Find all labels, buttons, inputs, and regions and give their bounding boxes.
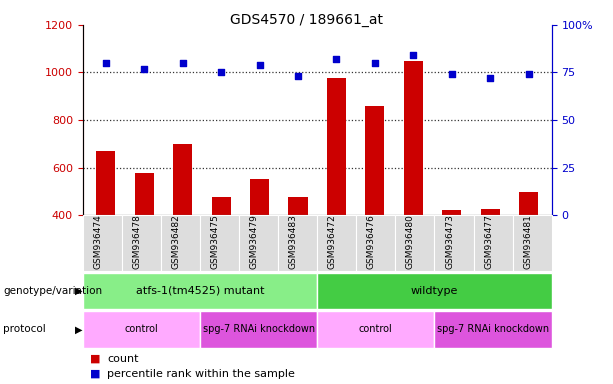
Bar	[519, 192, 538, 215]
Text: GSM936477: GSM936477	[484, 214, 493, 269]
Point	[447, 71, 457, 78]
Point	[408, 52, 418, 58]
Text: GSM936473: GSM936473	[445, 214, 454, 269]
Text: atfs-1(tm4525) mutant: atfs-1(tm4525) mutant	[135, 286, 264, 296]
Text: spg-7 RNAi knockdown: spg-7 RNAi knockdown	[437, 324, 549, 334]
Bar	[96, 151, 115, 215]
Text: GSM936482: GSM936482	[172, 214, 180, 269]
Bar	[288, 197, 308, 215]
Bar	[173, 144, 192, 215]
Point	[178, 60, 188, 66]
Text: percentile rank within the sample: percentile rank within the sample	[107, 369, 295, 379]
Text: spg-7 RNAi knockdown: spg-7 RNAi knockdown	[202, 324, 314, 334]
Bar	[250, 179, 269, 215]
Bar	[481, 209, 500, 215]
Point	[485, 75, 495, 81]
Text: GSM936476: GSM936476	[367, 214, 376, 269]
Point	[370, 60, 380, 66]
Text: ▶: ▶	[75, 324, 82, 334]
Text: GSM936479: GSM936479	[249, 214, 259, 269]
Text: GSM936483: GSM936483	[289, 214, 298, 269]
Text: control: control	[124, 324, 158, 334]
Text: GSM936474: GSM936474	[93, 214, 102, 269]
Text: GSM936472: GSM936472	[328, 214, 337, 269]
Text: wildtype: wildtype	[411, 286, 458, 296]
Text: count: count	[107, 354, 139, 364]
Text: GSM936478: GSM936478	[132, 214, 142, 269]
Point	[216, 70, 226, 76]
Text: ▶: ▶	[75, 286, 82, 296]
Text: GSM936481: GSM936481	[523, 214, 532, 269]
Point	[524, 71, 533, 78]
Point	[254, 62, 264, 68]
Text: ■: ■	[89, 354, 101, 364]
Text: GSM936475: GSM936475	[210, 214, 219, 269]
Point	[139, 66, 149, 72]
Text: ■: ■	[89, 369, 101, 379]
Text: GDS4570 / 189661_at: GDS4570 / 189661_at	[230, 13, 383, 27]
Bar	[442, 210, 462, 215]
Bar	[365, 106, 384, 215]
Text: control: control	[359, 324, 393, 334]
Bar	[135, 174, 154, 215]
Point	[293, 73, 303, 79]
Text: genotype/variation: genotype/variation	[3, 286, 102, 296]
Bar	[211, 197, 230, 215]
Text: GSM936480: GSM936480	[406, 214, 415, 269]
Text: protocol: protocol	[3, 324, 46, 334]
Bar	[404, 61, 423, 215]
Point	[332, 56, 341, 62]
Bar	[327, 78, 346, 215]
Point	[101, 60, 111, 66]
